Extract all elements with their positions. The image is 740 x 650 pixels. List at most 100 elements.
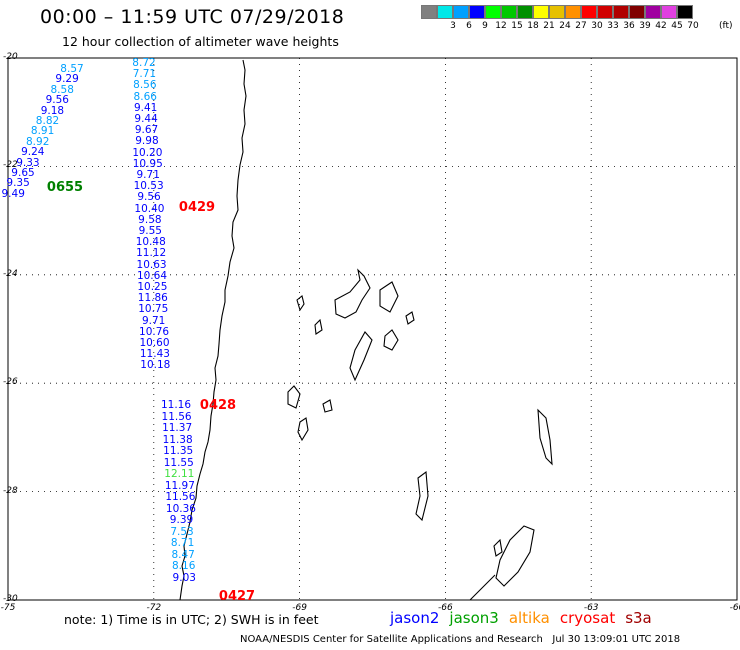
lat-label: -24 (3, 268, 18, 279)
legend-swatch (581, 5, 597, 19)
wave-height-value: 8.92 (25, 135, 50, 148)
legend-swatch (517, 5, 533, 19)
wave-height-value: 10.36 (165, 502, 196, 515)
wave-height-value: 10.63 (136, 258, 167, 271)
wave-height-value: 10.48 (135, 236, 166, 249)
lat-label: -30 (3, 594, 18, 604)
salt-flat-outline-f (405, 311, 415, 325)
legend-label: 24 (559, 21, 571, 31)
legend-swatch (501, 5, 517, 19)
salt-flat-outline-e (287, 385, 301, 409)
legend-swatch (613, 5, 629, 19)
wave-height-value: 9.39 (169, 514, 194, 526)
wave-height-value: 10.60 (139, 337, 170, 349)
wave-height-value: 11.97 (164, 479, 195, 492)
river-segment (493, 538, 503, 557)
wave-height-value: 8.72 (132, 57, 156, 69)
wave-height-value: 9.67 (134, 124, 159, 137)
lon-label: -75 (0, 603, 16, 613)
legend-swatch (453, 5, 469, 19)
pass-time-label: 0428 (199, 398, 237, 413)
salt-flat-outline-h (322, 399, 333, 413)
wave-height-value: 11.55 (163, 456, 194, 469)
legend-swatch (533, 5, 549, 19)
wave-height-value: 9.98 (135, 135, 159, 148)
lon-label: -69 (292, 603, 307, 613)
wave-height-value: 7.71 (132, 68, 157, 81)
wave-height-value: 8.58 (50, 83, 74, 96)
wave-height-value: 9.56 (45, 94, 69, 107)
salt-flat-outline-c (383, 329, 399, 351)
legend-swatch (469, 5, 485, 19)
wave-height-value: 9.24 (21, 146, 45, 159)
wave-height-value: 11.43 (139, 348, 170, 361)
wave-height-value: 12.11 (164, 468, 195, 480)
legend-swatch (645, 5, 661, 19)
wave-height-value: 9.35 (6, 177, 30, 190)
legend-label: 18 (527, 21, 539, 31)
legend-label: 33 (607, 21, 619, 31)
wave-height-value: 8.66 (133, 90, 157, 103)
wave-height-value: 11.16 (160, 399, 192, 411)
map-frame (7, 57, 738, 601)
legend-label: 42 (655, 21, 667, 31)
color-legend: 3 6 9 12 15 18 21 24 27 30 33 36 39 42 45 70 (ft) (421, 5, 733, 33)
coastline (179, 59, 553, 601)
wave-height-value: 11.37 (162, 422, 193, 434)
mar-chiquita (495, 525, 535, 587)
wave-height-value: 9.41 (133, 101, 158, 114)
legend-swatch (485, 5, 501, 19)
legend-swatch (661, 5, 677, 19)
wave-height-value: 11.56 (161, 410, 192, 423)
wave-height-value: 10.76 (139, 325, 170, 338)
wave-height-value: 8.91 (30, 125, 55, 138)
map-subtitle: 12 hour collection of altimeter wave hei… (62, 34, 339, 49)
salt-flat-outline-a (334, 268, 371, 319)
satellite-name: altika (508, 609, 550, 627)
wave-height-value: 9.56 (137, 191, 161, 204)
salt-flat-outline-d (349, 331, 373, 382)
legend-label: 12 (495, 21, 507, 31)
lon-label: -63 (583, 603, 599, 613)
wave-height-value: 11.35 (163, 445, 194, 457)
chile-coastline (179, 59, 247, 601)
legend-label: 36 (623, 21, 635, 31)
pass-time-label: 0427 (218, 589, 256, 604)
lon-label: -66 (438, 603, 453, 613)
lat-label: -26 (3, 377, 18, 388)
wave-height-value: 9.18 (40, 104, 65, 117)
legend-label: 3 (450, 21, 456, 31)
wave-height-value: 10.64 (136, 269, 167, 282)
wave-height-value: 8.71 (170, 537, 195, 549)
wave-height-value: 9.71 (141, 314, 166, 327)
wave-height-value: 10.25 (137, 281, 168, 293)
map-grid (7, 57, 738, 601)
salt-flat-outline-g (314, 318, 323, 335)
wave-height-value: 10.53 (133, 180, 164, 193)
wave-height-value: 9.71 (136, 169, 160, 181)
satellite-name: s3a (625, 609, 652, 627)
parana-river (469, 574, 496, 601)
wave-height-value: 9.33 (16, 156, 40, 169)
satellite-name: cryosat (559, 609, 616, 627)
wave-height-value: 9.44 (134, 113, 158, 125)
wave-height-value: 8.57 (60, 63, 84, 75)
wave-height-value: 10.40 (134, 202, 165, 215)
salt-flat-outline-i (297, 417, 309, 442)
legend-label: 30 (591, 21, 603, 31)
legend-swatch (597, 5, 613, 19)
legend-label: 27 (575, 21, 587, 31)
lon-label: -72 (146, 603, 162, 613)
wave-height-value: 8.16 (171, 560, 196, 572)
legend-label: 70 (687, 21, 699, 31)
wave-height-value: 9.49 (1, 187, 25, 200)
legend-label: 6 (466, 21, 472, 31)
wave-height-value: 10.75 (138, 303, 169, 316)
satellite-legend: jason2 jason3 altika cryosat s3a (390, 609, 662, 627)
lat-label: -22 (3, 160, 18, 171)
footer-note: note: 1) Time is in UTC; 2) SWH is in fe… (64, 612, 319, 627)
salt-flat-outline-b (379, 281, 399, 313)
wave-height-value: 9.03 (172, 571, 196, 584)
legend-swatch (677, 5, 693, 19)
